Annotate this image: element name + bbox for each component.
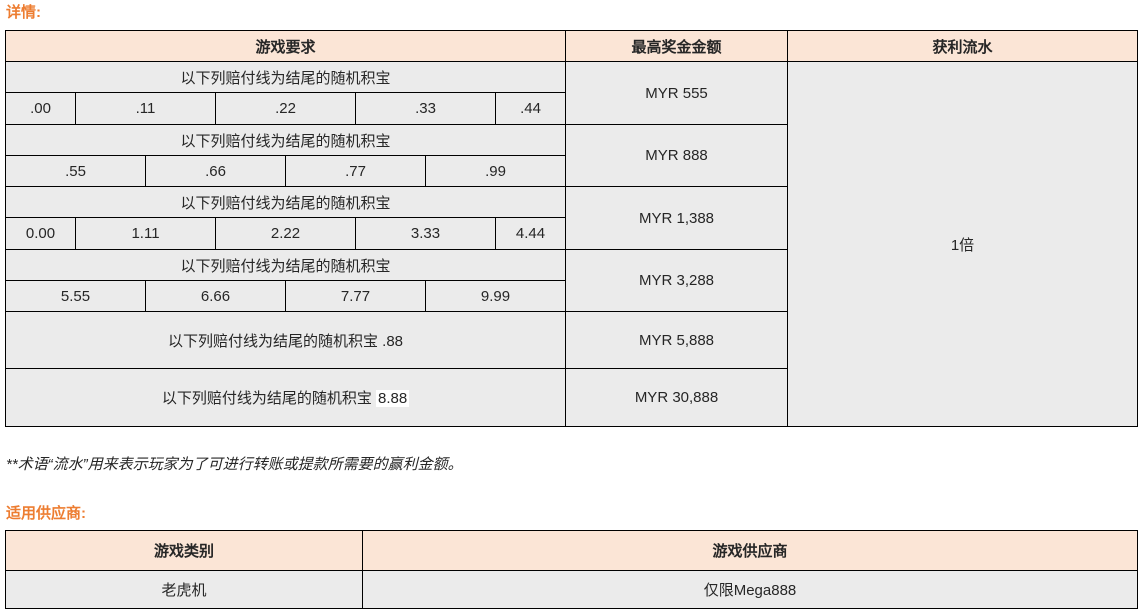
payline-cell: .44 [494,92,567,125]
providers-heading: 适用供应商: [6,505,86,522]
payline-cell: .22 [215,92,356,125]
section3-numbers-row: 0.00 1.11 2.22 3.33 4.44 [5,217,1138,250]
payline-cell: .99 [424,155,567,187]
section4-label-row: 以下列赔付线为结尾的随机积宝 MYR 3,288 [4,249,1138,312]
requirement-label: 以下列赔付线为结尾的随机积宝 8.88 [4,368,567,427]
payline-cell: 5.55 [5,280,146,312]
payline-cell: .55 [5,155,146,187]
section5-row: 以下列赔付线为结尾的随机积宝 .88 MYR 5,888 [4,311,1138,369]
payline-cell: .11 [75,92,216,125]
requirement-label: 以下列赔付线为结尾的随机积宝 [4,249,567,281]
prize-cell: MYR 5,888 [565,311,789,369]
requirement-label: 以下列赔付线为结尾的随机积宝 [4,186,567,218]
payline-cell: .77 [285,155,426,187]
providers-header-row: 游戏类别 游戏供应商 [5,530,1138,571]
payline-cell: .00 [5,92,76,125]
details-heading: 详情: [6,4,41,21]
section1-numbers-row: .00 .11 .22 .33 .44 [5,92,1138,125]
payline-cell: 9.99 [424,280,567,312]
section3-label-row: 以下列赔付线为结尾的随机积宝 MYR 1,388 [4,186,1138,250]
details-header-row: 游戏要求 最高奖金金额 获利流水 [4,30,1139,62]
prize-cell: MYR 1,388 [565,186,789,250]
turnover-footnote: **术语“流水”用来表示玩家为了可进行转账或提款所需要的赢利金额。 [6,456,463,473]
game-category-cell: 老虎机 [5,570,363,609]
game-provider-cell: 仅限Mega888 [362,570,1138,609]
prize-cell: MYR 555 [565,61,789,125]
requirement-label: 以下列赔付线为结尾的随机积宝 [4,61,567,93]
payline-cell: 3.33 [355,217,496,250]
prize-cell: MYR 30,888 [565,368,789,427]
providers-data-row: 老虎机 仅限Mega888 [5,570,1138,609]
requirement-label-text: 以下列赔付线为结尾的随机积宝 [161,390,376,407]
section2-label-row: 以下列赔付线为结尾的随机积宝 MYR 888 [4,124,1138,187]
col-header-game-category: 游戏类别 [5,530,363,571]
payline-cell: .66 [145,155,286,187]
payline-cell: 2.22 [215,217,356,250]
payline-cell: 6.66 [145,280,286,312]
section2-numbers-row: .55 .66 .77 .99 [5,155,1138,187]
section1-label-row: 以下列赔付线为结尾的随机积宝 MYR 555 1倍 [4,61,1139,427]
payline-cell: 1.11 [75,217,216,250]
providers-table: 游戏类别 游戏供应商 老虎机 仅限Mega888 [5,530,1138,609]
col-header-max-prize: 最高奖金金额 [565,30,789,62]
payline-cell: 0.00 [5,217,76,250]
payline-cell: 4.44 [494,217,567,250]
col-header-game-requirement: 游戏要求 [4,30,567,62]
details-table: 游戏要求 最高奖金金额 获利流水 以下列赔付线为结尾的随机积宝 MYR 555 … [4,30,1139,427]
col-header-game-provider: 游戏供应商 [362,530,1138,571]
turnover-value: 1倍 [787,61,1139,427]
section6-row: 以下列赔付线为结尾的随机积宝 8.88 MYR 30,888 [4,368,1138,427]
col-header-profit-turnover: 获利流水 [787,30,1139,62]
payline-cell: .33 [355,92,496,125]
requirement-label: 以下列赔付线为结尾的随机积宝 [4,124,567,156]
prize-cell: MYR 3,288 [565,249,789,312]
section4-numbers-row: 5.55 6.66 7.77 9.99 [5,280,1138,312]
payline-cell: 7.77 [285,280,426,312]
prize-cell: MYR 888 [565,124,789,187]
requirement-label-highlight: 8.88 [375,390,410,407]
requirement-label: 以下列赔付线为结尾的随机积宝 .88 [4,311,567,369]
